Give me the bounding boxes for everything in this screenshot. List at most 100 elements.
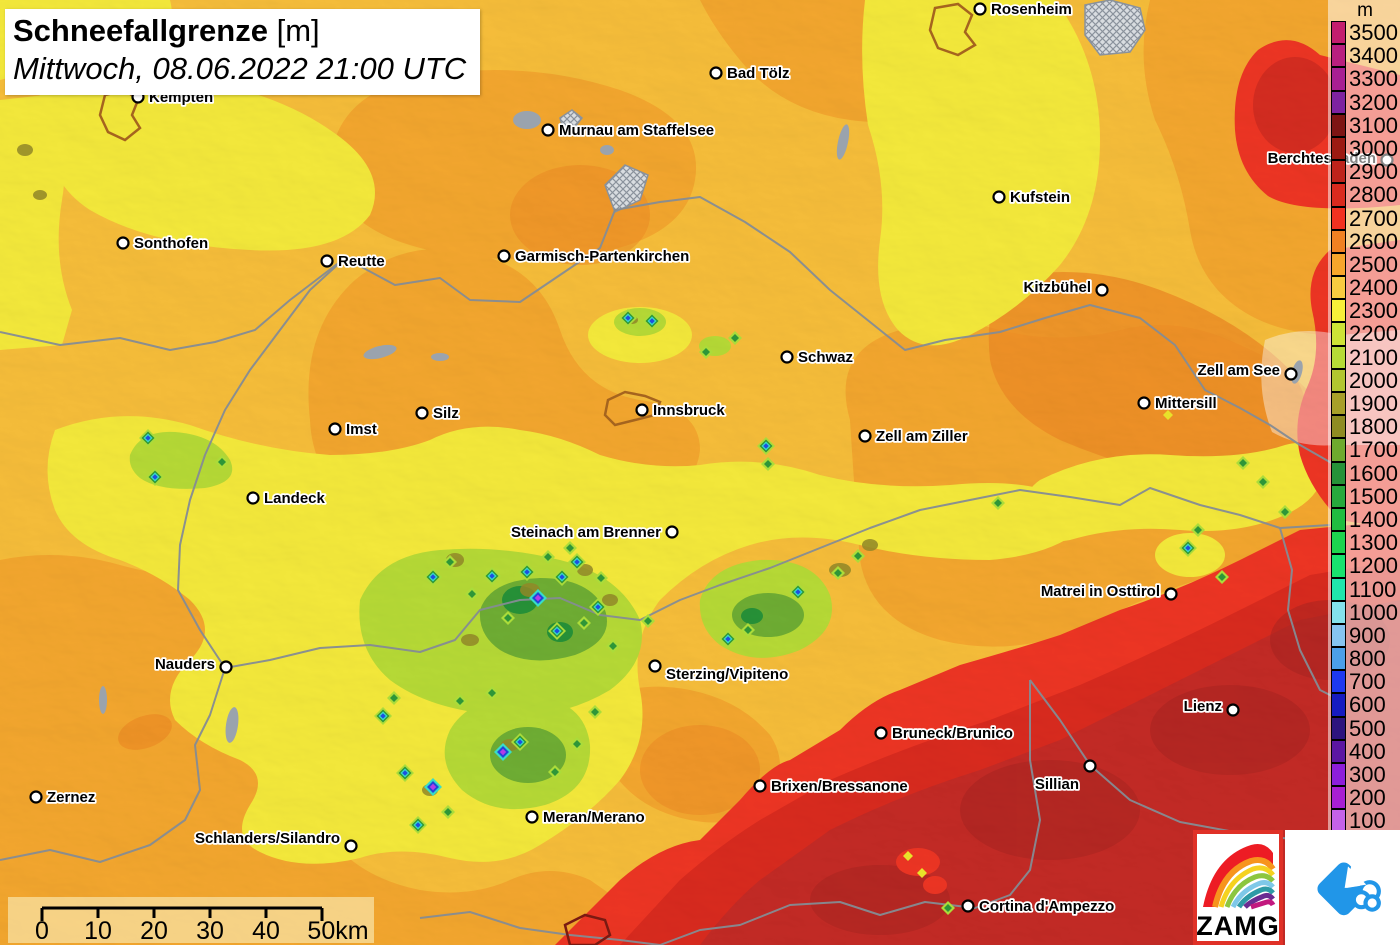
legend-row: 2700: [1328, 206, 1400, 230]
scale-bar-ruler: 0 10 20 30 40 50km: [35, 906, 369, 945]
legend-row: 200: [1328, 786, 1400, 809]
station-marker: [573, 740, 581, 748]
station-marker: [517, 739, 523, 745]
city-dot: [780, 350, 794, 364]
city-label: Rosenheim: [991, 1, 1072, 18]
legend-swatch: [1331, 647, 1346, 671]
city-dot: [328, 422, 342, 436]
legend-value: 1300: [1349, 530, 1398, 556]
legend-row: 1300: [1328, 531, 1400, 554]
legend-row: 2400: [1328, 276, 1400, 299]
legend-swatch: [1331, 44, 1346, 68]
city-dot: [874, 726, 888, 740]
station-marker: [763, 443, 769, 449]
station-marker: [380, 713, 386, 719]
legend-row: 3400: [1328, 44, 1400, 67]
zamg-logo-text: ZAMG: [1196, 911, 1280, 941]
legend-value: 700: [1349, 669, 1386, 695]
station-marker: [731, 334, 739, 342]
legend-swatch: [1331, 739, 1346, 763]
legend-swatch: [1331, 763, 1346, 787]
legend-swatch: [1331, 716, 1346, 740]
city-label: Murnau am Staffelsee: [559, 122, 714, 139]
legend-value: 2800: [1349, 182, 1398, 208]
legend-row: 2900: [1328, 160, 1400, 183]
city-label: Silz: [433, 405, 459, 422]
station-marker: [429, 783, 437, 791]
legend-swatch: [1331, 461, 1346, 485]
station-marker: [649, 318, 655, 324]
legend-row: 2000: [1328, 369, 1400, 392]
station-marker: [534, 594, 542, 602]
station-marker: [597, 574, 605, 582]
legend-value: 1500: [1349, 483, 1398, 509]
city-dot: [320, 254, 334, 268]
legend-row: 3100: [1328, 114, 1400, 137]
legend-unit-label: m: [1357, 0, 1373, 21]
legend-swatch: [1331, 786, 1346, 810]
legend-value: 2300: [1349, 298, 1398, 324]
station-marker: [944, 904, 952, 912]
legend-row: 1200: [1328, 553, 1400, 579]
station-marker: [152, 474, 158, 480]
legend-value: 800: [1349, 646, 1386, 672]
title-datetime: Mittwoch, 08.06.2022 21:00 UTC: [13, 51, 467, 86]
legend-row: 3500: [1328, 21, 1400, 44]
legend-value: 900: [1349, 622, 1386, 648]
legend-swatch: [1331, 484, 1346, 508]
station-marker: [903, 851, 913, 861]
city-dot: [116, 236, 130, 250]
legend-swatch: [1331, 507, 1346, 532]
legend-value: 3000: [1349, 135, 1398, 161]
legend-rows: 3500 3400 3300 3200 3100 3000 2900 2800 2700 2600…: [1328, 21, 1400, 833]
legend-row: 2600: [1328, 228, 1400, 254]
city-dot: [1226, 703, 1240, 717]
legend-swatch: [1331, 206, 1346, 230]
city-label: Schlanders/Silandro: [195, 830, 340, 847]
title-main: Schneefallgrenze: [13, 13, 268, 48]
legend-swatch: [1331, 554, 1346, 578]
city-dot: [992, 190, 1006, 204]
legend-swatch: [1331, 160, 1346, 184]
city-dot: [635, 403, 649, 417]
station-marker: [430, 574, 436, 580]
legend-row: 400: [1328, 740, 1400, 763]
station-marker: [625, 315, 631, 321]
country-borders: [0, 196, 1341, 945]
scale-bar-label: 30: [196, 917, 224, 943]
legend-swatch: [1331, 600, 1346, 624]
station-marker: [702, 348, 710, 356]
legend-value: 2600: [1349, 228, 1398, 254]
station-marker: [456, 697, 464, 705]
station-marker: [591, 708, 599, 716]
city-label: Kufstein: [1010, 189, 1070, 206]
city-label: Lienz: [1184, 698, 1222, 715]
city-dot: [1164, 587, 1178, 601]
city-dot: [1095, 283, 1109, 297]
legend-value: 1400: [1349, 506, 1398, 532]
city-dot: [961, 899, 975, 913]
city-dot: [1284, 367, 1298, 381]
station-marker: [488, 689, 496, 697]
legend-row: 3200: [1328, 90, 1400, 114]
lakes: [99, 0, 1303, 743]
scale-bar-label: 10: [84, 917, 112, 943]
station-marker: [917, 868, 927, 878]
city-dot: [29, 790, 43, 804]
legend-value: 500: [1349, 715, 1386, 741]
legend-value: 2200: [1349, 321, 1398, 347]
legend-value: 1200: [1349, 553, 1398, 579]
station-marker: [795, 589, 801, 595]
city-dot: [858, 429, 872, 443]
legend-value: 100: [1349, 808, 1386, 834]
station-marker: [390, 694, 398, 702]
city-dot: [1083, 759, 1097, 773]
city-label: Bruneck/Brunico: [892, 725, 1013, 742]
station-marker: [218, 458, 226, 466]
legend-row: 1000: [1328, 600, 1400, 624]
legend-row: 900: [1328, 624, 1400, 647]
legend-swatch: [1331, 299, 1346, 323]
station-marker: [559, 574, 565, 580]
